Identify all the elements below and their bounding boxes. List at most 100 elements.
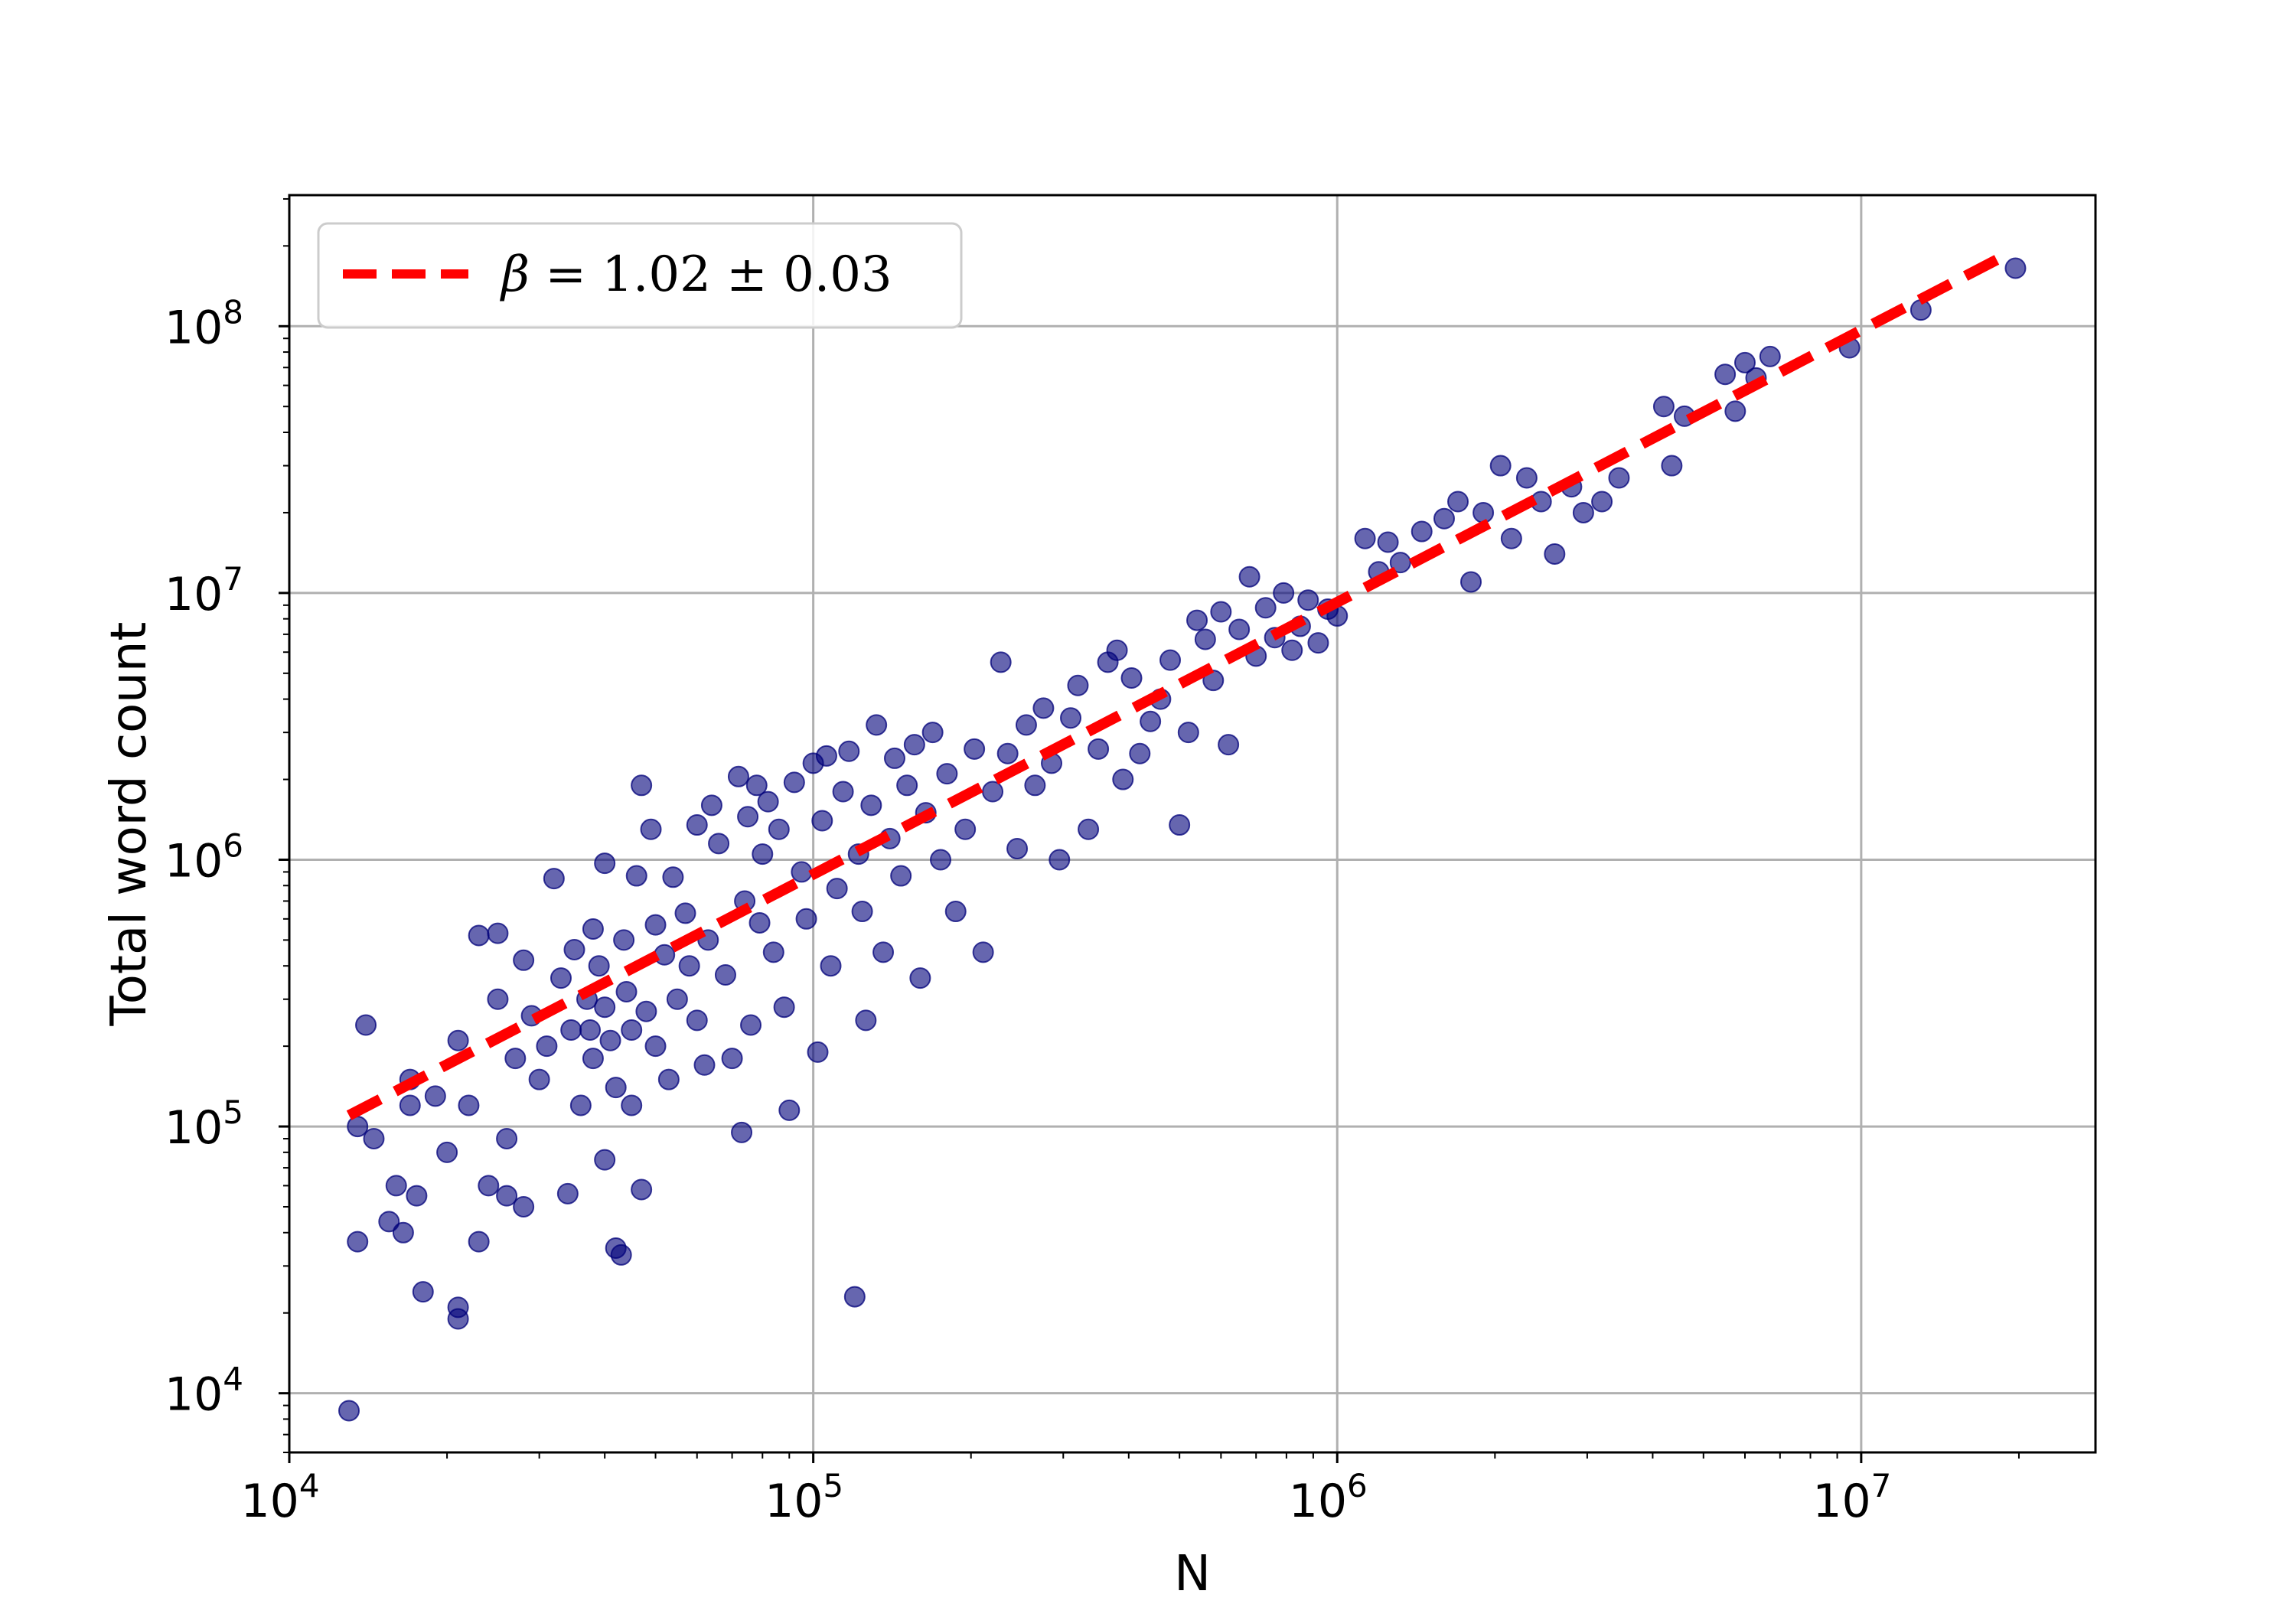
y-tick-base: 10 xyxy=(165,834,223,888)
scatter-point xyxy=(708,833,730,855)
scatter-point xyxy=(686,814,708,836)
scatter-point xyxy=(1733,351,1756,373)
scatter-point xyxy=(1060,707,1082,729)
scatter-point xyxy=(866,714,888,736)
x-tick-base: 10 xyxy=(1289,1475,1347,1528)
scatter-point xyxy=(1106,639,1128,661)
scatter-point xyxy=(1006,838,1029,860)
scatter-point xyxy=(1500,527,1522,549)
scatter-point xyxy=(594,1149,616,1171)
y-tick-exponent: 6 xyxy=(223,826,243,864)
scatter-point xyxy=(964,738,986,760)
scatter-point xyxy=(556,1182,579,1204)
scatter-point xyxy=(579,1019,601,1041)
scatter-point xyxy=(872,941,895,963)
scatter-point xyxy=(560,1019,582,1041)
scatter-point xyxy=(338,1400,360,1422)
scatter-point xyxy=(1228,618,1251,641)
scatter-point xyxy=(1447,491,1469,513)
y-tick-base: 10 xyxy=(165,1368,223,1422)
scatter-point xyxy=(700,794,722,817)
scatter-point xyxy=(1273,582,1295,604)
scatter-point xyxy=(1194,628,1216,650)
scatter-point xyxy=(2004,257,2027,279)
scatter-point xyxy=(478,1175,500,1197)
scatter-point xyxy=(536,1035,558,1058)
x-tick-exponent: 4 xyxy=(299,1467,320,1504)
scatter-point xyxy=(662,866,684,888)
scatter-point xyxy=(635,1000,657,1022)
scatter-point xyxy=(1489,455,1512,477)
legend-fit-label: β = 1.02 ± 0.03 xyxy=(500,246,892,303)
y-tick-label: 105 xyxy=(165,1094,243,1155)
y-tick-exponent: 4 xyxy=(223,1361,243,1398)
legend-box xyxy=(317,222,963,329)
scatter-point xyxy=(640,818,662,840)
x-tick-label: 104 xyxy=(240,1467,319,1528)
scatter-point xyxy=(631,1178,653,1201)
scatter-point xyxy=(826,878,848,900)
x-tick-base: 10 xyxy=(240,1475,298,1528)
scatter-point xyxy=(513,949,535,971)
y-tick-exponent: 8 xyxy=(223,293,243,331)
scatter-point xyxy=(783,771,805,794)
scatter-point xyxy=(944,901,967,923)
scatter-point xyxy=(1067,674,1089,696)
legend-beta-symbol: β xyxy=(500,246,530,303)
scatter-point xyxy=(582,918,604,940)
scatter-point xyxy=(1254,597,1277,619)
scatter-point xyxy=(1120,667,1143,689)
scatter-point xyxy=(378,1211,400,1233)
y-tick-label: 106 xyxy=(165,826,243,888)
scatter-point xyxy=(1238,566,1261,588)
scatter-point xyxy=(392,1221,414,1244)
scatter-point xyxy=(832,781,854,803)
scatter-point xyxy=(496,1128,518,1150)
scatter-point xyxy=(1515,467,1538,489)
scatter-point xyxy=(468,924,490,947)
x-tick-label: 106 xyxy=(1289,1467,1368,1528)
scatter-point xyxy=(412,1281,434,1303)
scatter-point xyxy=(778,1099,801,1121)
x-tick-label: 105 xyxy=(765,1467,843,1528)
plot-frame xyxy=(288,194,2097,1454)
scatter-point xyxy=(972,941,994,963)
scatter-point xyxy=(550,967,572,989)
scatter-point xyxy=(1140,710,1162,732)
scatter-point xyxy=(588,955,610,977)
scatter-point xyxy=(936,763,958,785)
x-tick-label: 107 xyxy=(1812,1467,1891,1528)
y-tick-base: 10 xyxy=(165,301,223,354)
scatter-point xyxy=(657,1068,680,1090)
scatter-point xyxy=(1433,507,1455,530)
scatter-point xyxy=(1210,601,1232,623)
scatter-point xyxy=(1024,774,1046,797)
scatter-point xyxy=(1177,722,1199,744)
scatter-point xyxy=(1186,609,1208,631)
scatter-point xyxy=(883,747,905,769)
scatter-point xyxy=(513,1196,535,1218)
scatter-point xyxy=(1307,632,1329,654)
scatter-point xyxy=(693,1054,716,1076)
scatter-point xyxy=(740,1014,762,1036)
y-tick-label: 107 xyxy=(165,560,243,621)
scatter-point xyxy=(903,734,925,756)
scatter-point xyxy=(748,911,771,934)
scatter-point xyxy=(487,922,509,944)
scatter-point xyxy=(1544,543,1566,565)
y-tick-base: 10 xyxy=(165,1101,223,1155)
x-tick-exponent: 6 xyxy=(1347,1467,1368,1504)
legend: β = 1.02 ± 0.03 xyxy=(317,222,963,329)
scatter-point xyxy=(795,908,817,930)
scatter-point xyxy=(363,1128,385,1150)
scatter-point xyxy=(385,1175,407,1197)
scatter-point xyxy=(773,996,795,1019)
scatter-point xyxy=(347,1231,369,1253)
scatter-point xyxy=(1572,501,1594,523)
scatter-point xyxy=(569,1094,592,1116)
scatter-point xyxy=(757,790,779,813)
scatter-point xyxy=(1591,491,1613,513)
scatter-point xyxy=(406,1185,428,1207)
scatter-point xyxy=(458,1094,480,1116)
